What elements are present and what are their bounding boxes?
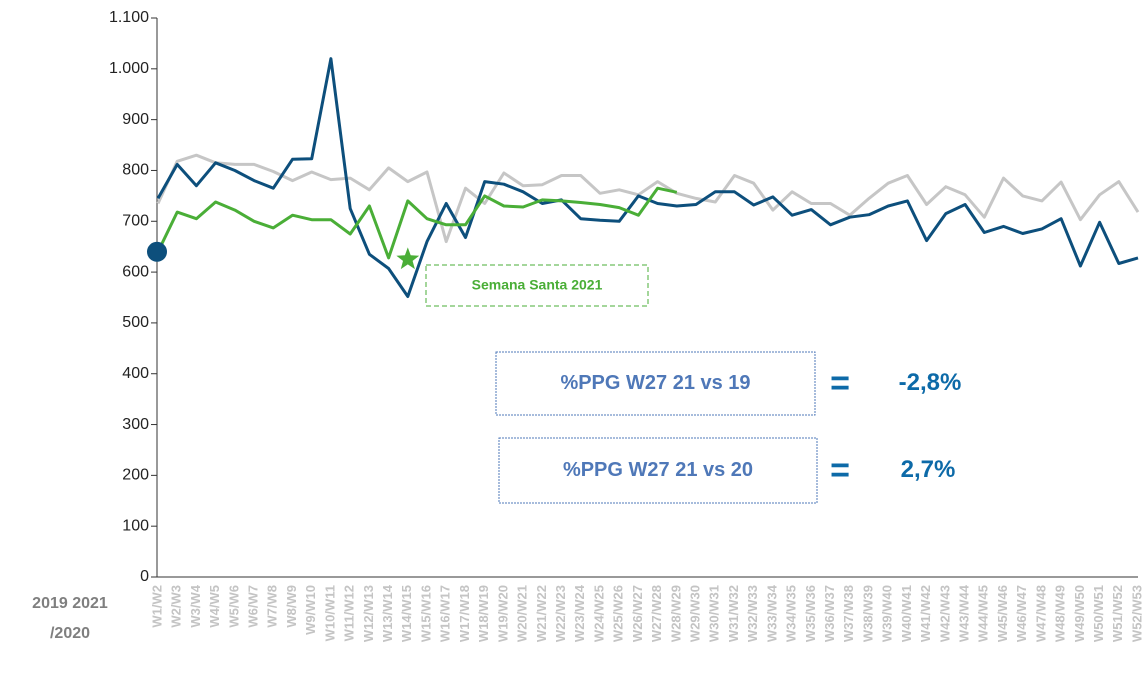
series-line — [156, 57, 1139, 298]
x-tick-label: W25/W26 — [611, 585, 626, 642]
x-tick-label: W8/W9 — [284, 585, 299, 628]
callout-result: 2,7% — [901, 456, 956, 483]
x-tick-label: W19/W20 — [495, 585, 510, 642]
y-tick-label: 1.100 — [109, 9, 149, 26]
x-tick-label: W36/W37 — [822, 585, 837, 642]
x-tick-label: W2/W3 — [169, 585, 184, 628]
x-axis-label: /2020 — [50, 625, 90, 642]
x-tick-label: W13/W14 — [380, 584, 395, 642]
x-tick-label: W6/W7 — [246, 585, 261, 628]
y-tick-label: 900 — [122, 111, 149, 128]
x-tick-label: W47/W48 — [1033, 585, 1048, 642]
x-tick-label: W23/W24 — [572, 584, 587, 642]
x-tick-label: W42/W43 — [937, 585, 952, 642]
x-tick-label: W34/W35 — [784, 585, 799, 642]
x-tick-label: W14/W15 — [399, 585, 414, 642]
x-tick-label: W31/W32 — [726, 585, 741, 642]
x-tick-label: W1/W2 — [149, 585, 164, 628]
annotation-box — [425, 264, 649, 307]
y-tick-label: 500 — [122, 314, 149, 331]
y-tick-label: 100 — [122, 517, 149, 534]
callout-label: %PPG W27 21 vs 19 — [560, 372, 750, 394]
y-tick-label: 800 — [122, 162, 149, 179]
x-tick-label: W51/W52 — [1110, 585, 1125, 642]
x-tick-label: W44/W45 — [976, 585, 991, 642]
series-line — [156, 186, 678, 260]
x-tick-label: W49/W50 — [1072, 585, 1087, 642]
x-tick-label: W21/W22 — [534, 585, 549, 642]
x-tick-label: W29/W30 — [687, 585, 702, 642]
x-tick-label: W22/W23 — [553, 585, 568, 642]
x-tick-label: W33/W34 — [764, 584, 779, 642]
x-tick-label: W46/W47 — [1014, 585, 1029, 642]
x-tick-label: W7/W8 — [265, 585, 280, 628]
x-tick-label: W18/W19 — [476, 585, 491, 642]
x-tick-label: W17/W18 — [457, 585, 472, 642]
x-tick-label: W11/W12 — [342, 585, 357, 641]
x-tick-label: W12/W13 — [361, 585, 376, 642]
x-tick-label: W40/W41 — [899, 585, 914, 642]
x-tick-label: W39/W40 — [880, 585, 895, 642]
x-tick-label: W27/W28 — [649, 585, 664, 642]
y-tick-label: 1.000 — [109, 60, 149, 77]
x-tick-label: W43/W44 — [956, 584, 971, 642]
callout-result: -2,8% — [899, 369, 962, 396]
x-tick-label: W10/W11 — [322, 585, 337, 641]
callout-sign: = — [830, 364, 850, 402]
x-tick-label: W4/W5 — [207, 585, 222, 628]
x-tick-label: W35/W36 — [803, 585, 818, 642]
callout-box — [498, 437, 818, 504]
callout-sign: = — [830, 451, 850, 489]
x-tick-label: W5/W6 — [226, 585, 241, 628]
y-tick-label: 300 — [122, 416, 149, 433]
x-tick-label: W24/W25 — [591, 585, 606, 642]
x-tick-label: W50/W51 — [1091, 585, 1106, 642]
y-tick-label: 600 — [122, 263, 149, 280]
x-tick-label: W32/W33 — [745, 585, 760, 642]
x-tick-label: W26/W27 — [630, 585, 645, 642]
x-tick-label: W16/W17 — [438, 585, 453, 642]
start-marker — [147, 241, 167, 262]
y-tick-label: 400 — [122, 365, 149, 382]
x-tick-label: W3/W4 — [188, 584, 203, 627]
x-tick-label: W28/W29 — [668, 585, 683, 642]
x-tick-label: W45/W46 — [995, 585, 1010, 642]
x-tick-label: W20/W21 — [515, 585, 530, 642]
x-tick-label: W38/W39 — [860, 585, 875, 642]
series-line — [156, 153, 1140, 244]
x-tick-label: W9/W10 — [303, 585, 318, 635]
x-tick-label: W52/W53 — [1129, 585, 1142, 642]
y-tick-label: 700 — [122, 212, 149, 229]
annotation-text: Semana Santa 2021 — [472, 277, 603, 293]
x-tick-label: W15/W16 — [418, 585, 433, 642]
callout-label: %PPG W27 21 vs 20 — [563, 459, 753, 481]
callout-box — [495, 351, 816, 416]
x-tick-label: W37/W38 — [841, 585, 856, 642]
y-tick-label: 0 — [140, 568, 149, 585]
star-marker — [396, 247, 420, 270]
x-tick-label: W30/W31 — [707, 585, 722, 642]
x-axis-label: 2019 2021 — [32, 595, 108, 612]
x-tick-label: W48/W49 — [1053, 585, 1068, 642]
y-tick-label: 200 — [122, 467, 149, 484]
x-tick-label: W41/W42 — [918, 585, 933, 642]
